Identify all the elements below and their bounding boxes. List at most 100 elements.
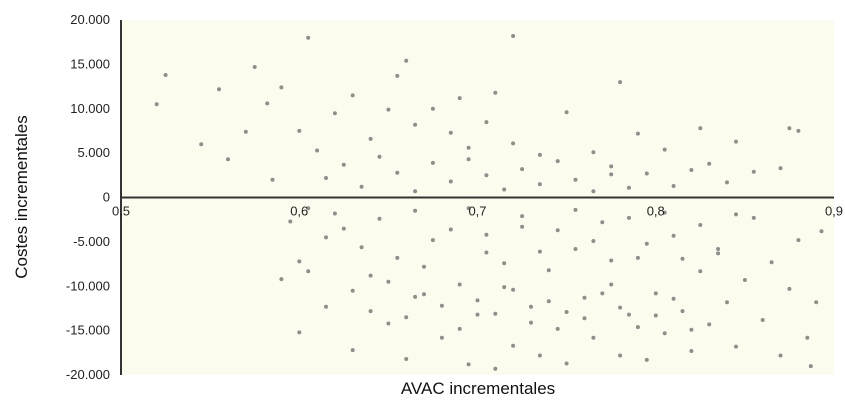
- data-point: [681, 257, 685, 261]
- data-point: [538, 153, 542, 157]
- data-point: [369, 137, 373, 141]
- data-point: [654, 314, 658, 318]
- data-point: [520, 167, 524, 171]
- data-point: [476, 298, 480, 302]
- data-point: [583, 316, 587, 320]
- y-tick-label: 5.000: [77, 145, 110, 160]
- data-point: [761, 318, 765, 322]
- data-point: [520, 214, 524, 218]
- data-point: [574, 178, 578, 182]
- data-point: [734, 345, 738, 349]
- data-point: [734, 140, 738, 144]
- data-point: [458, 327, 462, 331]
- data-point: [663, 331, 667, 335]
- y-tick-labels: 20.000 15.000 10.000 5.000 0 -5.000 -10.000 -15…: [66, 12, 110, 382]
- data-point: [556, 327, 560, 331]
- data-point: [556, 159, 560, 163]
- data-point: [351, 289, 355, 293]
- data-point: [796, 238, 800, 242]
- data-point: [591, 239, 595, 243]
- data-point: [360, 245, 364, 249]
- data-point: [265, 101, 269, 105]
- data-point: [440, 336, 444, 340]
- data-point: [226, 157, 230, 161]
- data-point: [413, 123, 417, 127]
- data-point: [565, 362, 569, 366]
- x-tick-label: 0,9: [825, 204, 843, 219]
- data-point: [734, 212, 738, 216]
- data-point: [689, 328, 693, 332]
- data-point: [681, 309, 685, 313]
- x-tick-label: 0,5: [112, 204, 130, 219]
- data-point: [591, 336, 595, 340]
- data-point: [306, 269, 310, 273]
- data-point: [752, 216, 756, 220]
- data-point: [574, 208, 578, 212]
- data-point: [520, 225, 524, 229]
- data-point: [645, 242, 649, 246]
- data-point: [404, 59, 408, 63]
- data-point: [378, 217, 382, 221]
- data-point: [493, 91, 497, 95]
- x-tick-label: 0,6: [290, 204, 308, 219]
- data-point: [716, 251, 720, 255]
- data-point: [689, 168, 693, 172]
- data-point: [378, 155, 382, 159]
- data-point: [217, 87, 221, 91]
- data-point: [333, 212, 337, 216]
- data-point: [449, 180, 453, 184]
- data-point: [351, 348, 355, 352]
- data-point: [369, 274, 373, 278]
- data-point: [422, 292, 426, 296]
- data-point: [324, 176, 328, 180]
- data-point: [627, 186, 631, 190]
- data-point: [511, 344, 515, 348]
- data-point: [538, 182, 542, 186]
- data-point: [342, 227, 346, 231]
- data-point: [297, 129, 301, 133]
- data-point: [279, 277, 283, 281]
- data-point: [484, 173, 488, 177]
- x-tick-label: 0,8: [647, 204, 665, 219]
- data-point: [395, 256, 399, 260]
- data-point: [395, 74, 399, 78]
- data-point: [743, 278, 747, 282]
- data-point: [565, 110, 569, 114]
- data-point: [787, 287, 791, 291]
- data-point: [609, 172, 613, 176]
- data-point: [618, 80, 622, 84]
- data-point: [698, 223, 702, 227]
- data-point: [672, 184, 676, 188]
- data-point: [636, 132, 640, 136]
- data-point: [814, 300, 818, 304]
- data-point: [297, 330, 301, 334]
- data-point: [591, 150, 595, 154]
- data-point: [511, 288, 515, 292]
- data-point: [698, 126, 702, 130]
- data-point: [253, 65, 257, 69]
- data-point: [306, 36, 310, 40]
- data-point: [502, 285, 506, 289]
- data-point: [574, 247, 578, 251]
- data-point: [413, 189, 417, 193]
- data-point: [609, 259, 613, 263]
- data-point: [809, 364, 813, 368]
- y-tick-label: 20.000: [70, 12, 110, 27]
- data-point: [609, 164, 613, 168]
- data-point: [529, 321, 533, 325]
- data-point: [386, 322, 390, 326]
- data-point: [820, 229, 824, 233]
- data-point: [779, 354, 783, 358]
- data-point: [369, 309, 373, 313]
- x-tick-label: 0,7: [468, 204, 486, 219]
- data-point: [155, 102, 159, 106]
- data-point: [636, 325, 640, 329]
- y-tick-label: -10.000: [66, 278, 110, 293]
- data-point: [288, 220, 292, 224]
- y-tick-label: 10.000: [70, 101, 110, 116]
- data-point: [707, 162, 711, 166]
- data-point: [467, 157, 471, 161]
- data-point: [244, 130, 248, 134]
- data-point: [351, 93, 355, 97]
